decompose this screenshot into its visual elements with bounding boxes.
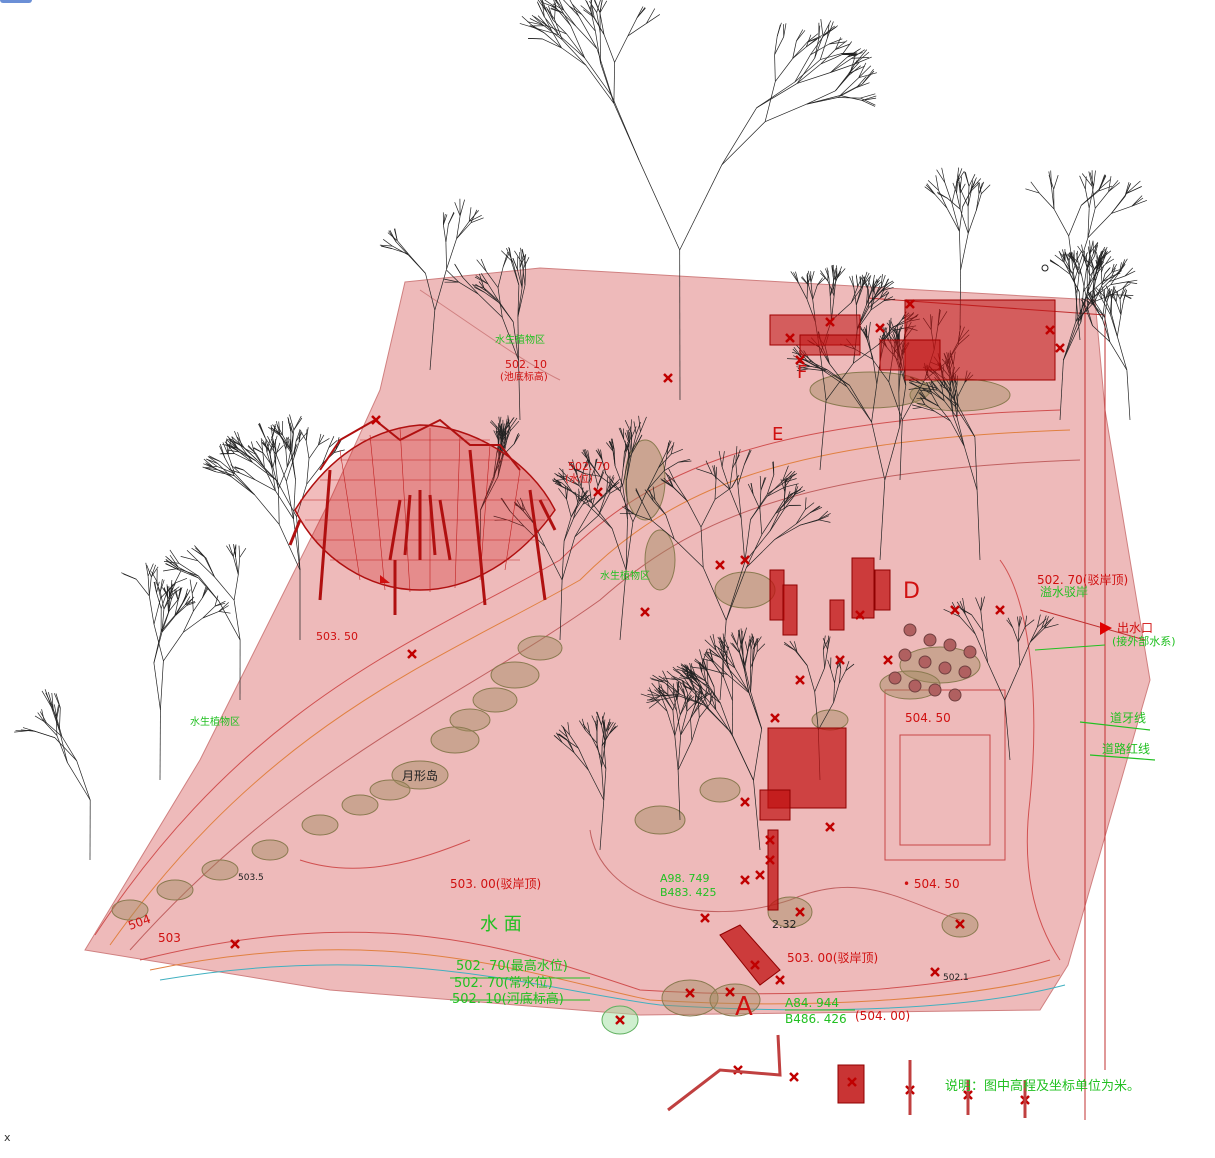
label-water-level: (水位) xyxy=(565,472,593,485)
label-crescent-island: 月形岛 xyxy=(402,768,438,783)
label-water-surface: 水 面 xyxy=(480,914,522,935)
label-elev-504: (504. 00) xyxy=(855,1009,910,1023)
label-note: 说明：图中高程及坐标单位为米。 xyxy=(945,1078,1140,1094)
survey-marker-icon[interactable] xyxy=(790,1073,798,1081)
label-normal-water: 502. 70(常水位) xyxy=(454,976,553,991)
label-contour-5021: 502.1 xyxy=(943,973,969,983)
label-contour-503: 503 xyxy=(158,931,181,945)
building-center[interactable] xyxy=(760,728,846,820)
label-aquatic-area-3: 水生植物区 xyxy=(190,715,240,728)
label-pool-bottom: (池底标高) xyxy=(500,370,548,383)
label-letter-f: F xyxy=(797,362,807,383)
label-bank-top-right: 502. 70(驳岸顶) xyxy=(1037,573,1128,587)
label-elev-50270: 502. 70 xyxy=(568,460,610,473)
label-elev-232: 2.32 xyxy=(772,918,797,931)
label-bank-top-left: 503. 00(驳岸顶) xyxy=(450,877,541,891)
axis-indicator: x xyxy=(4,1131,11,1144)
label-max-water: 502. 70(最高水位) xyxy=(456,958,568,974)
label-overflow-bank: 溢水驳岸 xyxy=(1040,585,1088,599)
label-coord-b2: B483. 425 xyxy=(660,886,717,899)
label-letter-d: D xyxy=(903,579,920,604)
label-outlet-note: (接外部水系) xyxy=(1112,634,1176,648)
north-marker-icon xyxy=(1042,265,1048,271)
label-coord-a2: A98. 749 xyxy=(660,872,710,885)
label-elev-50350: 503. 50 xyxy=(316,630,358,643)
label-road-red-line: 道路红线 xyxy=(1102,741,1150,756)
label-curb-line: 道牙线 xyxy=(1110,711,1146,725)
label-contour-5035: 503.5 xyxy=(238,873,264,883)
label-river-bottom: 502. 10(河底标高) xyxy=(452,991,564,1007)
label-coord-a: A84. 944 xyxy=(785,996,839,1010)
label-elev-50450-a: 504. 50 xyxy=(905,711,951,725)
label-aquatic-area: 水生植物区 xyxy=(495,333,545,346)
label-bank-top-bottom: 503. 00(驳岸顶) xyxy=(787,951,878,965)
label-outlet: 出水口 xyxy=(1117,621,1153,635)
label-letter-a: A xyxy=(735,992,753,1022)
label-coord-b: B486. 426 xyxy=(785,1012,847,1026)
label-elev-50210: 502. 10 xyxy=(505,358,547,371)
label-elev-50450-b: • 504. 50 xyxy=(903,877,960,891)
label-letter-e: E xyxy=(772,424,783,445)
label-aquatic-area-2: 水生植物区 xyxy=(600,569,650,582)
